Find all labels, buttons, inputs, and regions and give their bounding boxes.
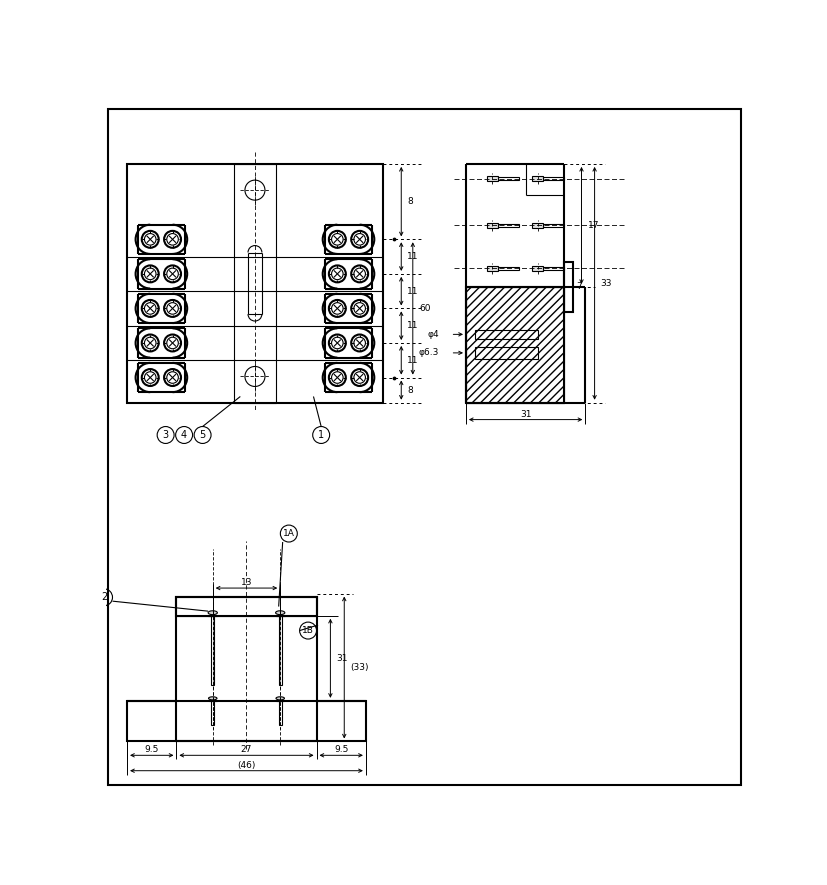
Ellipse shape	[275, 696, 284, 700]
Text: 7: 7	[576, 282, 581, 291]
Text: 8: 8	[407, 386, 413, 395]
Text: φ4: φ4	[427, 330, 438, 339]
Circle shape	[164, 300, 181, 317]
Text: 33: 33	[600, 279, 611, 288]
Circle shape	[141, 369, 159, 386]
Bar	[475, 347, 537, 358]
Bar	[466, 287, 563, 403]
Text: 11: 11	[407, 287, 418, 296]
Bar	[279, 701, 281, 725]
Text: φ6.3: φ6.3	[418, 349, 438, 358]
Text: 31: 31	[336, 654, 347, 663]
Bar	[497, 224, 519, 227]
Ellipse shape	[208, 696, 217, 700]
Bar	[532, 176, 543, 181]
Text: 31: 31	[519, 410, 531, 419]
Circle shape	[328, 231, 346, 248]
Circle shape	[328, 266, 346, 282]
Bar	[127, 701, 366, 742]
Circle shape	[141, 335, 159, 351]
Bar	[211, 616, 214, 685]
Text: 1A: 1A	[283, 529, 294, 538]
Text: 13: 13	[241, 578, 252, 587]
Bar	[234, 164, 275, 403]
Circle shape	[164, 231, 181, 248]
Bar	[543, 267, 564, 270]
Circle shape	[351, 266, 368, 282]
Bar	[211, 701, 214, 725]
Bar	[497, 177, 519, 181]
Text: 9.5: 9.5	[145, 745, 159, 754]
Circle shape	[141, 300, 159, 317]
Text: 27: 27	[241, 745, 252, 754]
Text: 11: 11	[407, 356, 418, 365]
Text: 3: 3	[162, 430, 169, 440]
Bar	[475, 330, 537, 339]
Text: 11: 11	[407, 252, 418, 261]
Text: 8: 8	[407, 197, 413, 206]
Text: 2: 2	[101, 592, 107, 603]
Bar	[563, 262, 572, 312]
Bar	[176, 597, 316, 616]
Text: 5: 5	[199, 430, 205, 440]
Bar	[466, 287, 563, 403]
Circle shape	[164, 266, 181, 282]
Bar	[176, 597, 316, 742]
Text: 9.5: 9.5	[333, 745, 348, 754]
Bar	[543, 224, 564, 227]
Text: (46): (46)	[237, 761, 256, 770]
Circle shape	[141, 231, 159, 248]
Bar	[497, 267, 519, 270]
Text: 1B: 1B	[302, 626, 313, 635]
Circle shape	[328, 369, 346, 386]
Bar	[543, 177, 564, 181]
Ellipse shape	[275, 611, 284, 614]
Circle shape	[141, 266, 159, 282]
Bar	[127, 164, 382, 403]
Bar	[486, 176, 497, 181]
Text: 4: 4	[181, 430, 187, 440]
Circle shape	[164, 335, 181, 351]
Circle shape	[351, 231, 368, 248]
Bar	[486, 223, 497, 228]
Text: 60: 60	[418, 304, 430, 313]
Circle shape	[351, 300, 368, 317]
Text: 17: 17	[587, 221, 599, 230]
Bar	[532, 266, 543, 271]
Bar	[486, 266, 497, 271]
Bar	[279, 616, 281, 685]
Text: (33): (33)	[350, 663, 369, 672]
Circle shape	[328, 300, 346, 317]
Text: 11: 11	[407, 321, 418, 330]
Circle shape	[328, 335, 346, 351]
Circle shape	[351, 369, 368, 386]
Circle shape	[351, 335, 368, 351]
Ellipse shape	[208, 611, 218, 614]
Text: 1: 1	[318, 430, 324, 440]
Circle shape	[164, 369, 181, 386]
Bar	[532, 223, 543, 228]
